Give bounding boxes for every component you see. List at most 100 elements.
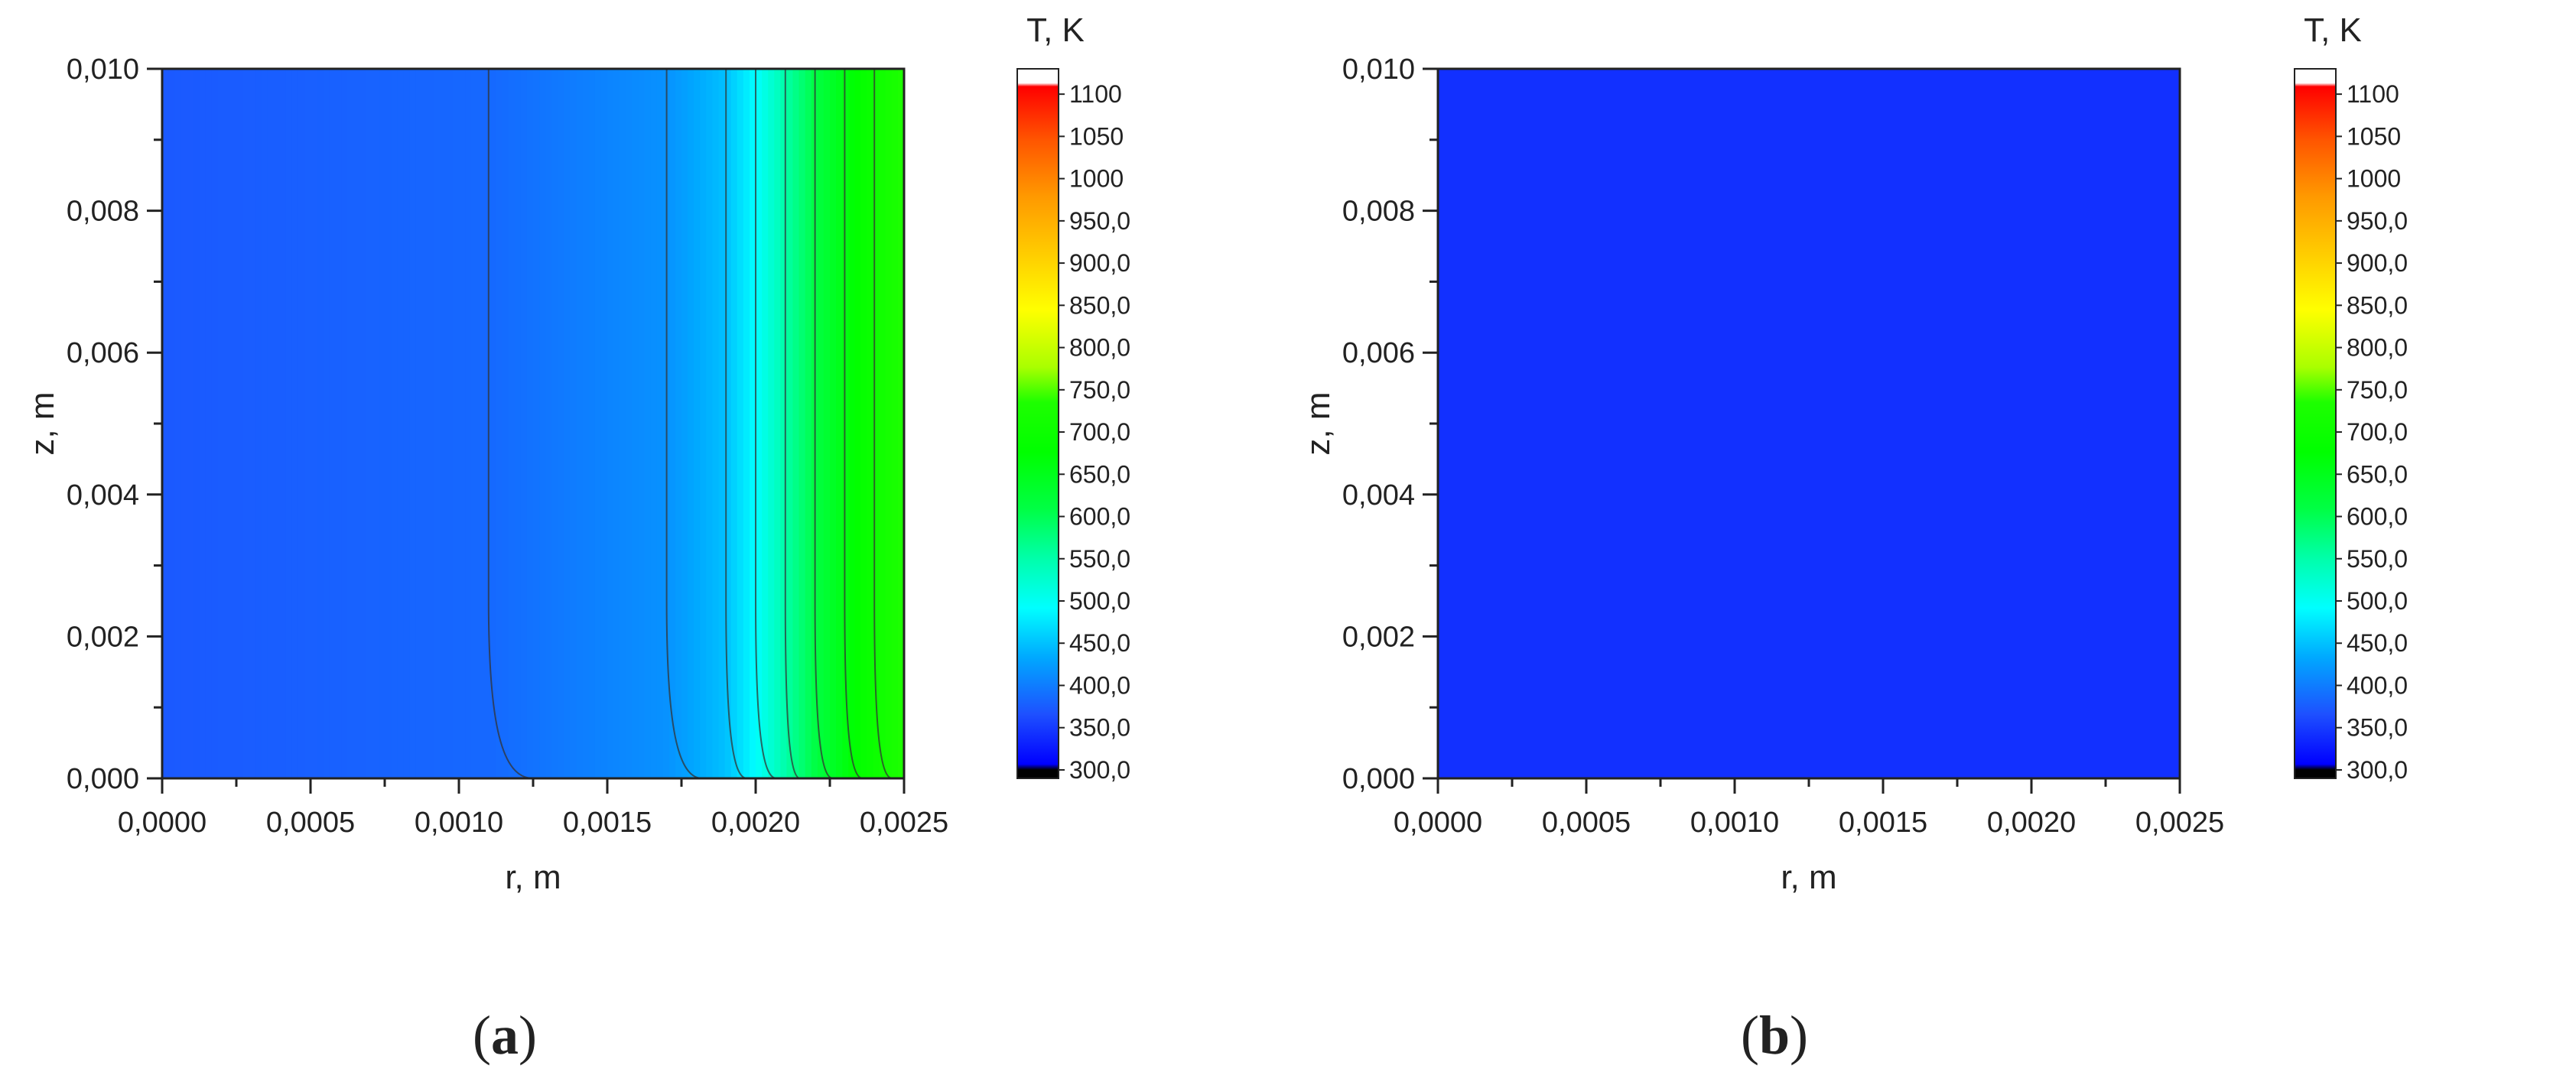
heatmap-cell: [1579, 69, 1587, 778]
heatmap-cell: [1462, 69, 1470, 778]
heatmap-cell: [1852, 69, 1859, 778]
heatmap-cell: [2006, 69, 2014, 778]
y-axis-title-a: z, m: [24, 391, 61, 455]
heatmap-cell: [2136, 69, 2144, 778]
colorbar-label: 700,0: [1069, 418, 1130, 446]
heatmap-cell: [409, 69, 417, 778]
heatmap-cell: [1963, 69, 1970, 778]
heatmap-cell: [1647, 69, 1655, 778]
y-tick-label: 0,006: [1342, 337, 1415, 369]
heatmap-cell: [842, 69, 850, 778]
heatmap-cell: [570, 69, 577, 778]
heatmap-cell: [724, 69, 732, 778]
heatmap-cell: [1716, 69, 1723, 778]
heatmap-cell: [174, 69, 182, 778]
colorbar-label: 300,0: [1069, 756, 1130, 784]
heatmap-cell: [1685, 69, 1693, 778]
heatmap-cell: [2025, 69, 2032, 778]
colorbar-label: 350,0: [2347, 714, 2408, 742]
heatmap-cell: [421, 69, 429, 778]
heatmap-cell: [656, 69, 664, 778]
heatmap-cell: [1617, 69, 1625, 778]
heatmap-cell: [1722, 69, 1729, 778]
heatmap-cell: [2155, 69, 2162, 778]
heatmap-cell: [1599, 69, 1606, 778]
heatmap-cell: [1778, 69, 1785, 778]
heatmap-cell: [1635, 69, 1643, 778]
heatmap-cell: [564, 69, 571, 778]
heatmap-cell: [2112, 69, 2119, 778]
heatmap-cell: [1914, 69, 1921, 778]
heatmap-cell: [2018, 69, 2026, 778]
isotherms-a: [487, 69, 893, 779]
heatmap-cell: [2167, 69, 2174, 778]
y-tick-label: 0,004: [67, 479, 139, 512]
heatmap-cell: [897, 69, 905, 778]
heatmap-cell: [1475, 69, 1482, 778]
colorbar-label: 900,0: [1069, 249, 1130, 277]
colorbar-label: 1100: [1069, 80, 1122, 108]
heatmap-cell: [1759, 69, 1767, 778]
heatmap-cell: [434, 69, 441, 778]
heatmap-cell: [261, 69, 268, 778]
heatmap-cell: [885, 69, 893, 778]
heatmap-cell: [477, 69, 485, 778]
colorbar-label: 500,0: [2347, 587, 2408, 615]
heatmap-cell: [1982, 69, 1989, 778]
heatmap-cell: [1950, 69, 1958, 778]
heatmap-cell: [502, 69, 509, 778]
heatmap-cell: [823, 69, 831, 778]
heatmap-cell: [1512, 69, 1519, 778]
heatmap-cell: [873, 69, 880, 778]
heatmap-cell: [1771, 69, 1779, 778]
y-tick-label: 0,002: [67, 621, 139, 653]
heatmap-cell: [1765, 69, 1773, 778]
heatmap-cell: [193, 69, 200, 778]
heatmap-cell: [347, 69, 355, 778]
heatmap-cell: [187, 69, 194, 778]
heatmap-cell: [1444, 69, 1451, 778]
colorbar-label: 800,0: [2347, 334, 2408, 362]
heatmap-cell: [638, 69, 646, 778]
colorbar-label: 750,0: [1069, 376, 1130, 404]
heatmap-cell: [2124, 69, 2132, 778]
x-tick-label: 0,0020: [711, 807, 800, 839]
heatmap-cell: [1573, 69, 1581, 778]
heatmap-cell: [2012, 69, 2020, 778]
heatmap-cell: [440, 69, 447, 778]
heatmap-cell: [1505, 69, 1513, 778]
heatmap-cell: [1530, 69, 1538, 778]
heatmap-cell: [743, 69, 750, 778]
x-tick-label: 0,0005: [1542, 807, 1631, 839]
heatmap-cell: [600, 69, 608, 778]
heatmap-cell: [774, 69, 782, 778]
heatmap-cell: [1499, 69, 1507, 778]
heatmap-cell: [298, 69, 305, 778]
heatmap-cell: [1864, 69, 1872, 778]
heatmap-cell: [514, 69, 522, 778]
heatmap-cell: [1611, 69, 1618, 778]
heatmap-cell: [397, 69, 405, 778]
heatmap-cell: [1957, 69, 1964, 778]
y-tick-label: 0,008: [1342, 196, 1415, 228]
heatmap-cell: [1450, 69, 1458, 778]
heatmap-cell: [1994, 69, 2002, 778]
heatmap-cell: [879, 69, 886, 778]
heatmap-cell: [2173, 69, 2181, 778]
heatmap-cell: [311, 69, 317, 778]
heatmap-cell: [749, 69, 756, 778]
heatmap-cell: [533, 69, 540, 778]
isotherm-line: [784, 69, 801, 779]
heatmap-cell: [1524, 69, 1532, 778]
colorbar-label: 450,0: [1069, 629, 1130, 657]
heatmap-cell: [2056, 69, 2064, 778]
heatmap-cell: [2038, 69, 2044, 778]
heatmap-cell: [1790, 69, 1797, 778]
x-tick-label: 0,0010: [1690, 807, 1779, 839]
heatmap-cell: [496, 69, 503, 778]
heatmap-cell: [558, 69, 565, 778]
panel-a: 0,0000 0,0005 0,0010 0,0015 0,0020 0,0025 0,0…: [24, 11, 1130, 1066]
panel-label-a: (a): [473, 1005, 537, 1066]
heatmap-cell: [1901, 69, 1909, 778]
heatmap-cell: [706, 69, 714, 778]
